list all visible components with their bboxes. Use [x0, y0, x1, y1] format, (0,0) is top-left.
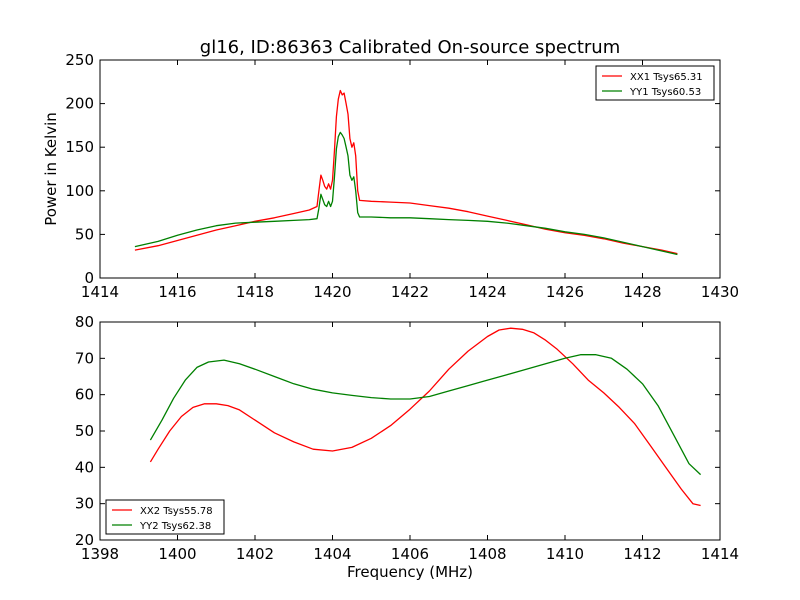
chart1-xtick-label-8: 1414 [701, 545, 739, 563]
chart0-legend-label-1: YY1 Tsys60.53 [629, 87, 701, 98]
chart0-ytick-label-1: 50 [75, 225, 94, 243]
chart0-xtick-label-6: 1426 [546, 283, 584, 301]
chart1-ytick-label-6: 80 [75, 313, 94, 331]
chart1-legend-label-1: YY2 Tsys62.38 [139, 521, 211, 532]
chart0-series-0-line [134, 89, 678, 255]
chart1-legend-box [105, 499, 225, 535]
chart1-xtick-label-3: 1404 [313, 545, 351, 563]
chart0-ylabel: Power in Kelvin [42, 112, 60, 226]
chart1-xtick-label-7: 1412 [623, 545, 661, 563]
chart0-xtick-label-8: 1430 [701, 283, 739, 301]
chart1-xtick-label-2: 1402 [236, 545, 274, 563]
chart0-ytick-label-3: 150 [65, 138, 94, 156]
chart0-ytick-label-0: 0 [84, 269, 94, 287]
chart1-xtick-label-4: 1406 [391, 545, 429, 563]
chart0-xtick-label-5: 1424 [468, 283, 506, 301]
chart0-legend-label-0: XX1 Tsys65.31 [630, 72, 703, 83]
chart1-legend-label-0: XX2 Tsys55.78 [140, 506, 213, 517]
chart1-ytick-label-0: 20 [75, 531, 94, 549]
chart0-xtick-label-7: 1428 [623, 283, 661, 301]
chart0-xtick-label-3: 1420 [313, 283, 351, 301]
chart1-xtick-label-6: 1410 [546, 545, 584, 563]
chart1-ytick-label-2: 40 [75, 458, 94, 476]
chart1-ytick-label-4: 60 [75, 386, 94, 404]
chart0-ytick-label-2: 100 [65, 182, 94, 200]
chart0-ytick-label-5: 250 [65, 51, 94, 69]
bottom-panel: 1398 1400 1402 1404 1406 1408 1410 1412 1414 20 30… [75, 313, 739, 581]
chart-title: gl16, ID:86363 Calibrated On-source spec… [200, 37, 620, 58]
chart0-ytick-label-4: 200 [65, 95, 94, 113]
chart1-series-0-line [149, 327, 701, 507]
chart0-legend-box [595, 65, 715, 101]
chart0-xtick-label-2: 1418 [236, 283, 274, 301]
chart1-xlabel: Frequency (MHz) [347, 563, 473, 581]
chart0-xtick-label-0: 1414 [81, 283, 119, 301]
top-panel: 1414 1416 1418 1420 1422 1424 1426 1428 1430 0 50 1… [42, 51, 739, 301]
chart1-xtick-label-0: 1398 [81, 545, 119, 563]
chart1-ytick-label-1: 30 [75, 495, 94, 513]
chart0-xtick-label-4: 1422 [391, 283, 429, 301]
chart0-xtick-label-1: 1416 [158, 283, 196, 301]
chart1-xtick-label-5: 1408 [468, 545, 506, 563]
chart1-ytick-label-5: 70 [75, 349, 94, 367]
chart1-xtick-label-1: 1400 [158, 545, 196, 563]
chart0-series-1-line [134, 131, 678, 256]
chart1-ytick-label-3: 50 [75, 422, 94, 440]
chart1-series-1-line [149, 354, 702, 476]
